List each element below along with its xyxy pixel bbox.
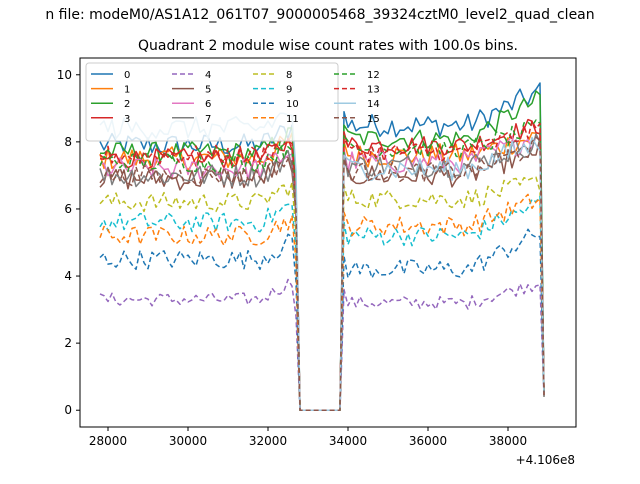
x-axis: 28000 30000 32000 34000 36000 38000 (89, 427, 527, 448)
legend-label-8: 8 (286, 70, 292, 81)
x-tick-label: 38000 (489, 434, 527, 448)
legend-label-0: 0 (124, 70, 130, 81)
y-tick-label: 6 (64, 202, 72, 216)
figure-suptitle: n file: modeM0/AS1A12_061T07_9000005468_… (45, 7, 594, 23)
legend-label-5: 5 (205, 85, 211, 96)
legend-label-15: 15 (367, 114, 380, 125)
legend-label-1: 1 (124, 85, 130, 96)
legend-label-9: 9 (286, 85, 292, 96)
legend-label-4: 4 (205, 70, 211, 81)
y-axis: 0 2 4 6 8 10 (57, 68, 80, 417)
y-tick-label: 2 (64, 336, 72, 350)
x-tick-label: 32000 (249, 434, 287, 448)
chart-title: Quadrant 2 module wise count rates with … (138, 38, 518, 54)
y-tick-label: 8 (64, 135, 72, 149)
series-line-13 (99, 120, 545, 411)
legend-label-12: 12 (367, 70, 380, 81)
legend-label-6: 6 (205, 99, 211, 110)
legend-label-13: 13 (367, 85, 380, 96)
axes-frame (79, 57, 577, 428)
x-offset-label: +4.106e8 (516, 453, 575, 467)
legend-label-2: 2 (124, 99, 130, 110)
legend-label-14: 14 (367, 99, 380, 110)
y-tick-label: 4 (64, 269, 72, 283)
x-tick-label: 34000 (329, 434, 367, 448)
y-tick-label: 0 (64, 403, 72, 417)
x-tick-label: 30000 (169, 434, 207, 448)
legend-label-11: 11 (286, 114, 299, 125)
legend-label-7: 7 (205, 114, 211, 125)
x-tick-label: 36000 (409, 434, 447, 448)
legend-box (85, 62, 339, 142)
series-line-15 (99, 136, 545, 411)
y-tick-label: 10 (57, 68, 72, 82)
series-line-4 (99, 278, 545, 411)
legend-label-3: 3 (124, 114, 130, 125)
legend-label-10: 10 (286, 99, 299, 110)
plot-area (99, 82, 545, 411)
x-tick-label: 28000 (89, 434, 127, 448)
